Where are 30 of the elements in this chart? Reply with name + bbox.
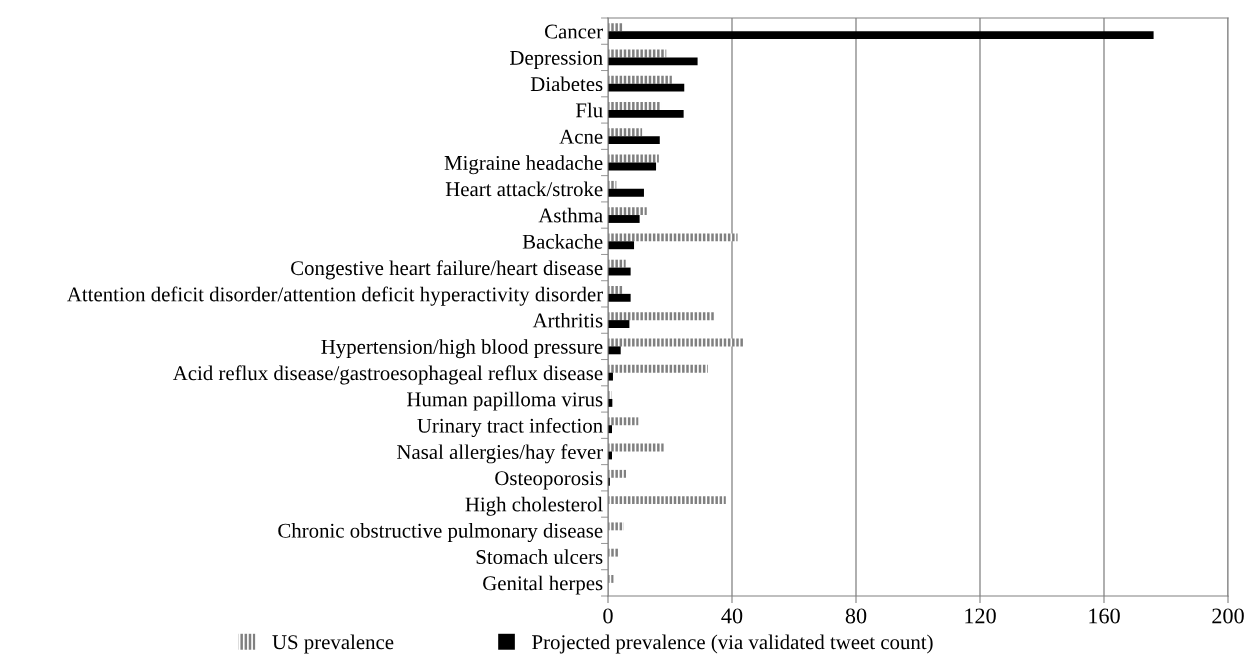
legend-label: Projected prevalence (via validated tweet count) (532, 634, 933, 654)
y-tick-label: Genital herpes (483, 575, 603, 595)
y-tick-label: Acne (559, 129, 603, 144)
x-tick-label: 0 (603, 608, 613, 624)
y-tick-label: Chronic obstructive pulmonary disease (278, 523, 603, 543)
legend-label: US prevalence (272, 634, 394, 654)
y-tick-label: Hypertension/high blood pressure (321, 339, 603, 359)
y-tick-label: Cancer (545, 24, 603, 39)
y-tick-label: Nasal allergies/hay fever (397, 444, 603, 464)
x-tick-label: 200 (1212, 608, 1244, 624)
y-tick-label: High cholesterol (465, 496, 603, 516)
y-tick-label: Diabetes (530, 76, 603, 92)
y-tick-label: Stomach ulcers (476, 549, 603, 565)
x-tick-label: 80 (845, 608, 867, 624)
y-tick-label: Heart attack/stroke (445, 181, 603, 197)
y-tick-label: Osteoporosis (495, 471, 603, 490)
x-tick-label: 40 (721, 608, 743, 624)
y-tick-label: Urinary tract infection (417, 417, 603, 438)
y-tick-label: Attention deficit disorder/attention deficit hyperactivity disorder (67, 286, 603, 306)
x-tick-label: 120 (965, 608, 996, 624)
y-tick-label: Acid reflux disease/gastroesophageal reflux disease (172, 365, 603, 385)
y-tick-label: Human papilloma virus (407, 391, 603, 411)
y-tick-label: Flu (575, 102, 603, 118)
y-tick-label: Arthritis (532, 312, 603, 328)
x-tick-label: 160 (1089, 608, 1120, 624)
y-tick-label: Backache (522, 234, 603, 249)
y-tick-label: Depression (510, 50, 603, 70)
y-tick-label: Asthma (538, 207, 603, 223)
y-tick-label: Congestive heart failure/heart disease (291, 260, 603, 280)
y-tick-label: Migraine headache (444, 155, 603, 175)
